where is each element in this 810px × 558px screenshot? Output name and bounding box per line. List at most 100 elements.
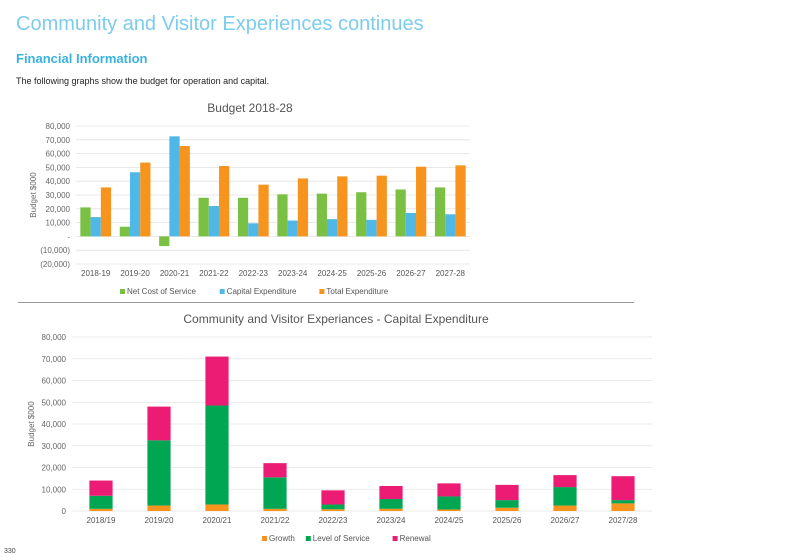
x-tick-label: 2023-24 — [278, 269, 308, 278]
bar-level-of-service — [89, 495, 113, 509]
capital-expenditure-chart: Community and Visitor Experiances - Capi… — [27, 312, 652, 543]
bar-capital-expenditure — [445, 214, 456, 237]
x-tick-label: 2024-25 — [317, 269, 347, 278]
bar-net-cost-of-service — [119, 226, 130, 237]
bar-capital-expenditure — [405, 212, 417, 237]
x-tick-label: 2026-27 — [396, 269, 426, 278]
x-tick-label: 2020-21 — [160, 269, 190, 278]
legend-swatch — [319, 289, 325, 294]
page-number: 330 — [4, 548, 16, 555]
legend-label: Growth — [269, 534, 295, 543]
bar-growth — [205, 504, 229, 511]
bar-total-expenditure — [258, 184, 269, 237]
bar-net-cost-of-service — [434, 187, 446, 237]
y-tick-label: 20,000 — [46, 205, 71, 214]
bar-renewal — [89, 480, 113, 496]
legend-swatch — [219, 289, 225, 294]
y-tick-label: (10,000) — [40, 246, 70, 255]
legend-label: Net Cost of Service — [127, 287, 196, 296]
legend-swatch — [262, 536, 267, 541]
bar-level-of-service — [379, 499, 403, 509]
bar-net-cost-of-service — [356, 192, 367, 237]
y-tick-label: 50,000 — [46, 163, 71, 172]
y-tick-label: - — [67, 232, 70, 241]
bar-net-cost-of-service — [159, 236, 170, 247]
x-tick-label: 2023/24 — [377, 516, 406, 525]
legend-label: Total Expenditure — [326, 287, 388, 296]
legend-swatch — [120, 289, 125, 294]
bar-total-expenditure — [376, 175, 387, 237]
bar-renewal — [263, 463, 287, 478]
y-tick-label: 70,000 — [42, 355, 67, 364]
page-heading: Community and Visitor Experiences contin… — [16, 13, 424, 35]
bar-capital-expenditure — [287, 220, 298, 237]
legend-swatch — [305, 536, 311, 541]
legend-label: Level of Service — [313, 534, 370, 543]
bar-level-of-service — [147, 440, 171, 506]
chart-title: Budget 2018-28 — [207, 101, 293, 115]
bar-growth — [321, 509, 345, 511]
y-tick-label: 80,000 — [46, 122, 71, 131]
bar-renewal — [147, 406, 171, 441]
bar-net-cost-of-service — [80, 207, 91, 237]
x-tick-label: 2019-20 — [120, 269, 150, 278]
x-tick-label: 2025/26 — [493, 516, 522, 525]
x-tick-label: 2018/19 — [87, 516, 116, 525]
y-tick-label: 40,000 — [42, 420, 67, 429]
bar-capital-expenditure — [169, 136, 180, 237]
y-tick-label: 20,000 — [42, 464, 67, 473]
bar-renewal — [553, 475, 577, 488]
bar-total-expenditure — [100, 187, 112, 237]
bar-capital-expenditure — [90, 217, 101, 237]
bar-total-expenditure — [140, 162, 151, 237]
bar-level-of-service — [553, 487, 577, 506]
bar-growth — [89, 508, 113, 511]
bar-growth — [437, 509, 461, 511]
legend-label: Renewal — [400, 534, 431, 543]
chart-title: Community and Visitor Experiances - Capi… — [183, 312, 489, 326]
bar-renewal — [205, 356, 229, 406]
bar-total-expenditure — [297, 178, 309, 237]
y-tick-label: 0 — [62, 507, 67, 516]
y-tick-label: 30,000 — [46, 191, 71, 200]
y-tick-label: (20,000) — [40, 260, 70, 269]
bar-total-expenditure — [455, 165, 466, 237]
bar-growth — [611, 503, 635, 511]
y-tick-label: 40,000 — [46, 177, 71, 186]
bar-net-cost-of-service — [198, 197, 209, 237]
x-tick-label: 2020/21 — [203, 516, 232, 525]
y-tick-label: 50,000 — [42, 398, 67, 407]
bar-level-of-service — [611, 500, 635, 504]
y-tick-label: 10,000 — [42, 485, 67, 494]
bar-growth — [147, 505, 171, 511]
bar-level-of-service — [437, 496, 461, 510]
bar-renewal — [321, 490, 345, 505]
legend-swatch — [392, 536, 398, 541]
bar-net-cost-of-service — [277, 194, 288, 237]
bar-growth — [379, 508, 403, 511]
bar-renewal — [611, 476, 635, 501]
bar-renewal — [437, 483, 461, 497]
bar-capital-expenditure — [248, 223, 259, 237]
bar-total-expenditure — [337, 176, 348, 237]
y-tick-label: 30,000 — [42, 442, 67, 451]
bar-level-of-service — [495, 500, 519, 508]
bar-level-of-service — [263, 477, 287, 509]
x-tick-label: 2022-23 — [239, 269, 269, 278]
x-tick-label: 2026/27 — [551, 516, 580, 525]
bar-capital-expenditure — [129, 172, 141, 237]
x-tick-label: 2022/23 — [319, 516, 348, 525]
x-tick-label: 2027/28 — [609, 516, 638, 525]
bar-total-expenditure — [179, 146, 190, 237]
bar-capital-expenditure — [208, 206, 220, 237]
y-tick-label: 60,000 — [42, 377, 67, 386]
bar-total-expenditure — [219, 166, 230, 237]
y-axis-label: Budget $000 — [29, 172, 38, 218]
x-tick-label: 2019/20 — [145, 516, 174, 525]
x-tick-label: 2018-19 — [81, 269, 111, 278]
bar-level-of-service — [321, 504, 345, 510]
bar-growth — [263, 508, 287, 511]
y-tick-label: 70,000 — [46, 136, 71, 145]
x-tick-label: 2021-22 — [199, 269, 229, 278]
y-tick-label: 10,000 — [46, 219, 71, 228]
